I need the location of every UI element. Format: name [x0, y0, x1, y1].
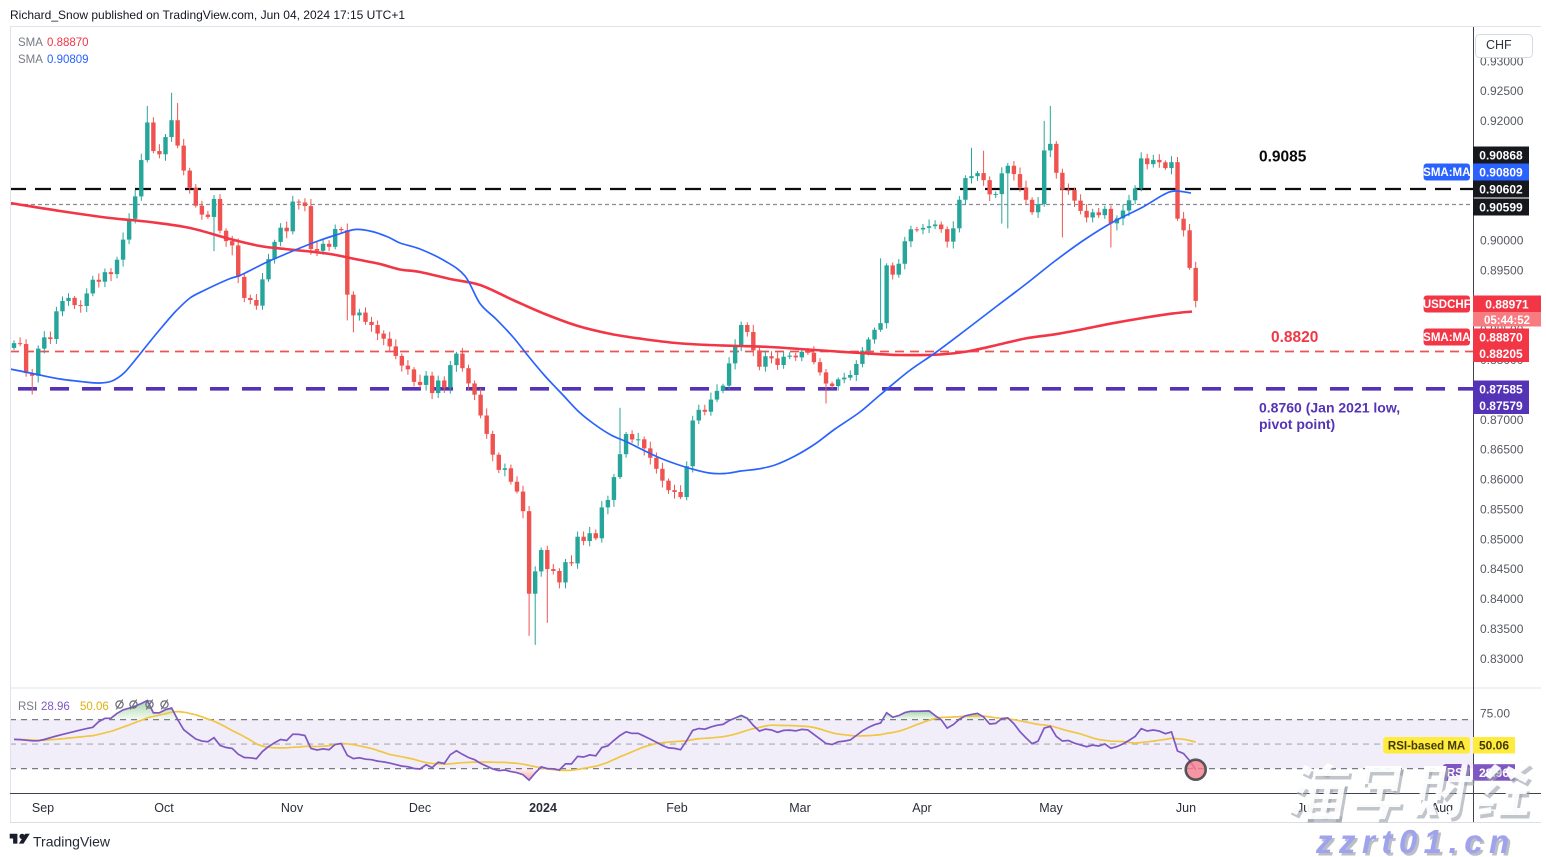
svg-text:0.92000: 0.92000 [1480, 114, 1524, 128]
svg-text:0.90599: 0.90599 [1479, 200, 1523, 214]
svg-text:0.88205: 0.88205 [1479, 347, 1523, 361]
svg-text:0.8760 (Jan 2021 low,: 0.8760 (Jan 2021 low, [1259, 400, 1400, 416]
svg-text:Dec: Dec [409, 801, 431, 815]
svg-text:0.86500: 0.86500 [1480, 443, 1524, 457]
svg-text:0.84000: 0.84000 [1480, 592, 1524, 606]
svg-text:USDCHF: USDCHF [1423, 299, 1471, 311]
svg-text:SMA:MA: SMA:MA [1423, 167, 1470, 179]
svg-text:Sep: Sep [32, 801, 54, 815]
svg-text:28.96: 28.96 [41, 701, 70, 713]
svg-text:0.87585: 0.87585 [1479, 382, 1523, 396]
svg-text:RSI-based MA: RSI-based MA [1388, 741, 1465, 753]
svg-text:0.87000: 0.87000 [1480, 413, 1524, 427]
svg-text:May: May [1039, 801, 1063, 815]
svg-text:Feb: Feb [666, 801, 688, 815]
svg-text:0.9085: 0.9085 [1259, 149, 1307, 166]
svg-text:0.88971: 0.88971 [1485, 298, 1529, 312]
svg-text:0.84500: 0.84500 [1480, 562, 1524, 576]
svg-text:0.90809: 0.90809 [1479, 165, 1523, 179]
svg-text:05:44:52: 05:44:52 [1484, 315, 1530, 327]
svg-text:50.06: 50.06 [80, 701, 109, 713]
svg-text:zzrt01.cn: zzrt01.cn [1315, 823, 1516, 857]
svg-text:0.87579: 0.87579 [1479, 399, 1523, 413]
svg-text:0.90868: 0.90868 [1479, 148, 1523, 162]
svg-text:Oct: Oct [154, 801, 174, 815]
svg-text:CHF: CHF [1486, 38, 1512, 52]
svg-text:0.86000: 0.86000 [1480, 473, 1524, 487]
svg-text:0.90809: 0.90809 [47, 54, 89, 66]
svg-text:SMA: SMA [18, 37, 43, 49]
svg-text:0.85000: 0.85000 [1480, 532, 1524, 546]
svg-text:Nov: Nov [281, 801, 304, 815]
svg-text:0.89500: 0.89500 [1480, 264, 1524, 278]
svg-text:SMA:MA: SMA:MA [1423, 332, 1470, 344]
svg-text:Jun: Jun [1176, 801, 1196, 815]
svg-text:75.00: 75.00 [1480, 707, 1510, 721]
svg-text:Mar: Mar [789, 801, 811, 815]
svg-text:pivot point): pivot point) [1259, 416, 1335, 432]
svg-text:0.85500: 0.85500 [1480, 503, 1524, 517]
svg-text:Richard_Snow published on Trad: Richard_Snow published on TradingView.co… [10, 8, 405, 22]
svg-text:RSI: RSI [18, 701, 37, 713]
svg-text:0.92500: 0.92500 [1480, 84, 1524, 98]
svg-text:TradingView: TradingView [33, 834, 111, 850]
svg-text:0.90602: 0.90602 [1479, 182, 1523, 196]
svg-text:0.8820: 0.8820 [1271, 329, 1318, 346]
svg-text:50.06: 50.06 [1479, 739, 1509, 753]
svg-text:Apr: Apr [912, 801, 931, 815]
svg-text:2024: 2024 [529, 801, 557, 815]
svg-text:SMA: SMA [18, 54, 43, 66]
svg-text:0.88870: 0.88870 [47, 37, 89, 49]
svg-text:zzrt01.cn: zzrt01.cn [1318, 826, 1519, 857]
svg-text:0.83500: 0.83500 [1480, 622, 1524, 636]
svg-text:0.88870: 0.88870 [1479, 330, 1523, 344]
svg-text:0.90000: 0.90000 [1480, 234, 1524, 248]
svg-text:0.83000: 0.83000 [1480, 652, 1524, 666]
